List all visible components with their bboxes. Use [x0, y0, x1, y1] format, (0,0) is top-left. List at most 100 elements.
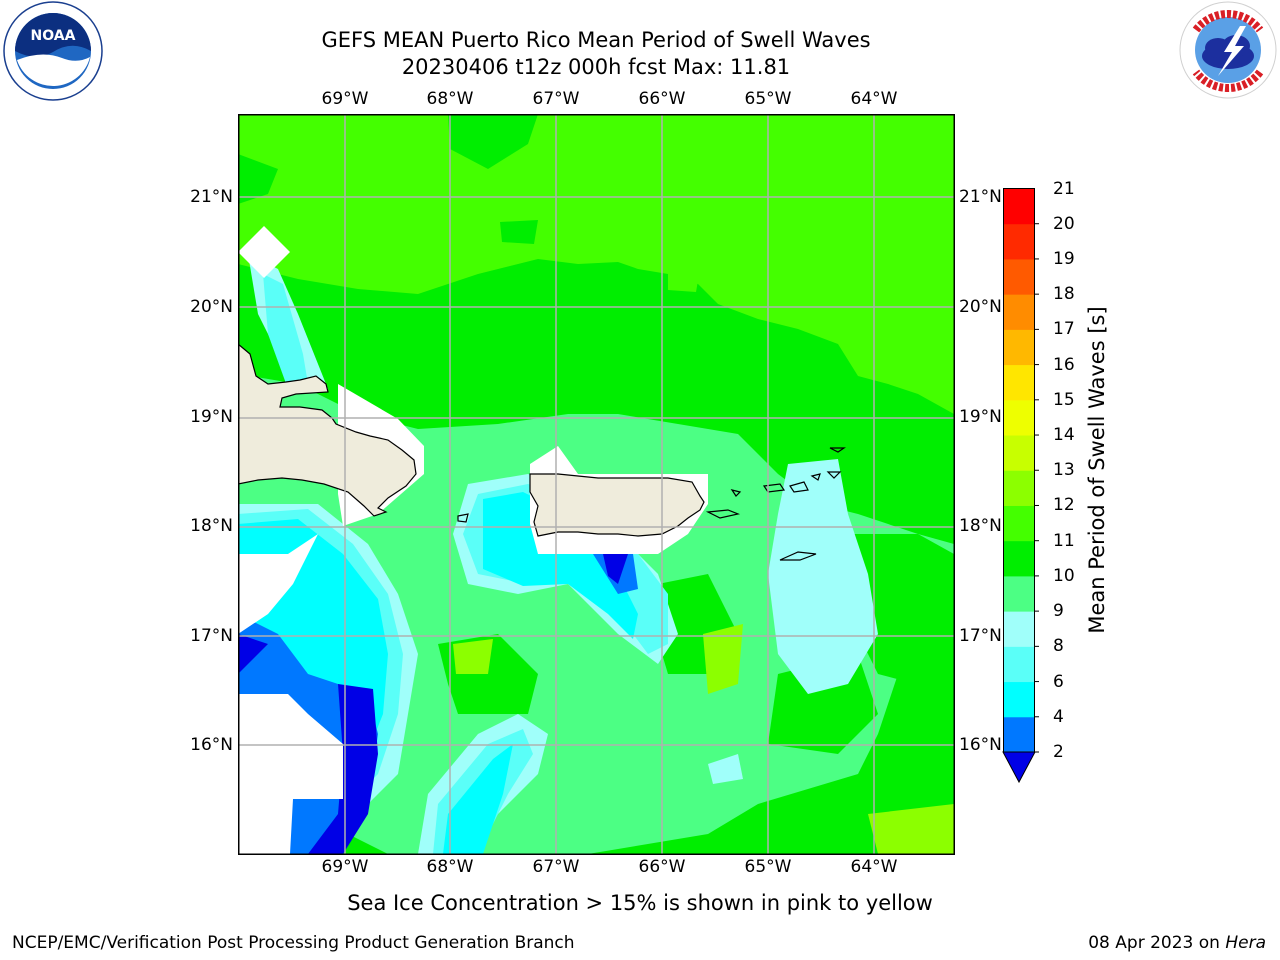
- lon-label-bottom: 68°W: [426, 857, 474, 877]
- colorbar-tick-label: 10: [1053, 565, 1075, 586]
- lat-label-left: 18°N: [190, 516, 233, 536]
- map-panel: [238, 114, 955, 855]
- land-st-thomas: [762, 483, 786, 493]
- field-patch-north-2: [238, 154, 278, 204]
- lat-label-left: 16°N: [190, 735, 233, 755]
- missing-area-northwest: [238, 226, 290, 278]
- colorbar-tick-label: 14: [1053, 425, 1075, 446]
- lon-label-top: 65°W: [744, 89, 792, 109]
- footer-host: Hera: [1225, 933, 1266, 953]
- missing-area-southwest-1: [238, 534, 318, 634]
- land-st-john: [789, 481, 809, 493]
- chart-title-line1: GEFS MEAN Puerto Rico Mean Period of Swe…: [321, 28, 871, 52]
- field-patch-12-2: [703, 624, 743, 694]
- colorbar-swatch: [1003, 435, 1035, 471]
- land-tortola: [810, 473, 821, 481]
- colorbar-swatch: [1003, 223, 1035, 260]
- colorbar-tick-label: 19: [1053, 248, 1075, 269]
- noaa-logo-text: NOAA: [31, 28, 76, 44]
- lat-label-right: 20°N: [959, 297, 1002, 317]
- field-2-4-southwest: [238, 634, 268, 674]
- lon-label-bottom: 69°W: [321, 857, 369, 877]
- lat-label-right: 21°N: [959, 187, 1002, 207]
- lon-label-bottom: 66°W: [638, 857, 686, 877]
- lat-label-right: 19°N: [959, 407, 1002, 427]
- footer-date: 08 Apr 2023 on Hera: [1088, 932, 1266, 954]
- field-6-8-central: [483, 492, 638, 639]
- field-patch-northeast: [668, 269, 700, 292]
- footer-date-text: 08 Apr 2023 on: [1088, 933, 1226, 953]
- field-8-9-north: [263, 274, 308, 389]
- colorbar-tick-label: 13: [1053, 460, 1075, 481]
- colorbar-swatch: [1003, 646, 1035, 683]
- colorbar-tick-label: 8: [1053, 636, 1064, 657]
- field-patch-north-3: [500, 220, 538, 244]
- lat-label-left: 20°N: [190, 297, 233, 317]
- nws-logo: [1179, 1, 1277, 99]
- missing-area-southwest-2: [238, 694, 343, 854]
- map-frame: [238, 114, 955, 855]
- land-anegada: [826, 471, 842, 479]
- lat-label-right: 17°N: [959, 626, 1002, 646]
- field-patch-12-3: [868, 804, 954, 854]
- colorbar-swatch: [1003, 470, 1035, 506]
- colorbar-tick-label: 17: [1053, 319, 1075, 340]
- colorbar-tick-label: 6: [1053, 671, 1064, 692]
- colorbar-swatch: [1003, 258, 1035, 295]
- noaa-logo: NOAA: [3, 1, 103, 101]
- colorbar-tick-label: 16: [1053, 354, 1075, 375]
- colorbar-swatch: [1003, 540, 1035, 577]
- land-sombrero: [829, 447, 846, 453]
- colorbar-swatch: [1003, 364, 1035, 401]
- land-mona-island: [457, 513, 469, 523]
- land-culebra: [730, 489, 742, 497]
- colorbar-tick-label: 20: [1053, 213, 1075, 234]
- colorbar-swatch: [1003, 716, 1035, 753]
- lon-label-bottom: 67°W: [532, 857, 580, 877]
- colorbar-swatch: [1003, 399, 1035, 436]
- colorbar-swatch: [1003, 294, 1035, 330]
- field-patch-north-1: [448, 114, 538, 169]
- colorbar-swatch: [1003, 681, 1035, 718]
- lat-label-right: 16°N: [959, 735, 1002, 755]
- colorbar-swatch: [1003, 575, 1035, 612]
- lon-label-bottom: 65°W: [744, 857, 792, 877]
- land-st-croix: [779, 551, 817, 561]
- colorbar-label: Mean Period of Swell Waves [s]: [1085, 306, 1109, 634]
- colorbar-tick-label: 15: [1053, 389, 1075, 410]
- gridlines: [238, 114, 954, 854]
- colorbar-swatch: [1003, 329, 1035, 366]
- footer-org: NCEP/EMC/Verification Post Processing Pr…: [12, 933, 575, 953]
- land-hispaniola: [238, 343, 417, 517]
- field-2-4-spot: [603, 554, 628, 584]
- colorbar-swatch: [1003, 611, 1035, 647]
- colorbar-tick-label: 4: [1053, 706, 1064, 727]
- field-cyan-spot: [708, 754, 743, 784]
- field-patch-12-1: [453, 639, 493, 674]
- chart-title-line2: 20230406 t12z 000h fcst Max: 11.81: [401, 55, 791, 79]
- lat-label-left: 21°N: [190, 187, 233, 207]
- colorbar-swatch: [1003, 188, 1035, 225]
- land-vieques: [705, 509, 741, 519]
- colorbar-tick-label: 2: [1053, 742, 1064, 762]
- colorbar: [1002, 188, 1039, 784]
- colorbar-tick-label: 18: [1053, 284, 1075, 305]
- lat-label-right: 18°N: [959, 516, 1002, 536]
- colorbar-extend-triangle: [1002, 751, 1036, 784]
- colorbar-swatches: [1003, 188, 1039, 753]
- lon-label-bottom: 64°W: [850, 857, 898, 877]
- field-6-8-south: [443, 744, 513, 854]
- lon-label-top: 68°W: [426, 89, 474, 109]
- colorbar-tick-label: 12: [1053, 495, 1075, 516]
- lon-label-top: 64°W: [850, 89, 898, 109]
- lon-label-top: 67°W: [532, 89, 580, 109]
- lat-label-left: 19°N: [190, 407, 233, 427]
- colorbar-swatch: [1003, 505, 1035, 542]
- colorbar-tick-label: 9: [1053, 601, 1064, 622]
- lon-label-top: 69°W: [321, 89, 369, 109]
- sea-ice-note: Sea Ice Concentration > 15% is shown in …: [347, 891, 933, 915]
- land-puerto-rico: [529, 473, 705, 537]
- lon-label-top: 66°W: [638, 89, 686, 109]
- colorbar-frame: [1003, 188, 1035, 753]
- colorbar-tick-label: 11: [1053, 530, 1075, 551]
